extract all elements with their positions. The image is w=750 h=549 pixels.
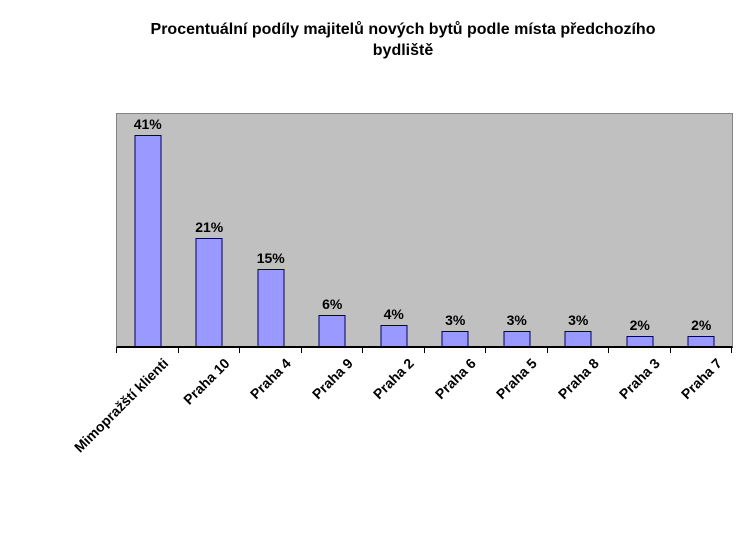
- category-slot: 15%: [240, 114, 302, 346]
- chart-title-line2: bydliště: [372, 42, 434, 59]
- axis-tick: [485, 348, 486, 353]
- x-axis-label: Mimopražští klienti: [70, 355, 172, 456]
- bar-value-label: 41%: [133, 115, 162, 132]
- x-axis-label: Praha 8: [554, 355, 602, 403]
- category-slot: 2%: [671, 114, 733, 346]
- bar: [257, 268, 285, 346]
- axis-tick: [731, 348, 732, 353]
- bar: [134, 134, 162, 346]
- x-axis-label: Praha 9: [308, 355, 356, 403]
- category-slot: 6%: [302, 114, 364, 346]
- x-axis-label: Praha 10: [179, 355, 233, 408]
- axis-tick: [239, 348, 240, 353]
- chart-title: Procentuální podíly majitelů nových bytů…: [0, 19, 750, 61]
- bar-value-label: 21%: [195, 218, 224, 235]
- bar-value-label: 3%: [506, 311, 527, 328]
- bar-value-label: 6%: [322, 296, 343, 313]
- bar: [318, 315, 346, 346]
- x-axis-label: Praha 7: [677, 355, 725, 403]
- category-slot: 2%: [609, 114, 671, 346]
- axis-tick: [547, 348, 548, 353]
- bar-value-label: 15%: [256, 249, 285, 266]
- bar: [503, 330, 531, 346]
- axis-tick: [608, 348, 609, 353]
- bar-value-label: 3%: [568, 311, 589, 328]
- x-axis-label: Praha 5: [492, 355, 541, 403]
- axis-tick: [116, 348, 117, 353]
- category-slot: 3%: [486, 114, 548, 346]
- bar: [441, 330, 469, 346]
- category-slot: 3%: [548, 114, 610, 346]
- x-axis-label: Praha 4: [246, 355, 295, 403]
- category-slot: 21%: [179, 114, 241, 346]
- bar-value-label: 2%: [691, 316, 712, 333]
- axis-tick: [670, 348, 671, 353]
- x-axis-label: Praha 3: [615, 355, 664, 403]
- bar: [195, 237, 223, 346]
- bar-value-label: 2%: [629, 316, 650, 333]
- category-slot: 4%: [363, 114, 425, 346]
- bar: [687, 335, 715, 346]
- axis-tick: [424, 348, 425, 353]
- category-slot: 3%: [425, 114, 487, 346]
- bar: [626, 335, 654, 346]
- axis-tick: [178, 348, 179, 353]
- bar: [564, 330, 592, 346]
- chart-title-line1: Procentuální podíly majitelů nových bytů…: [150, 21, 656, 38]
- axis-tick: [301, 348, 302, 353]
- plot-area: 41% 21% 15% 6% 4% 3% 3% 3% 2% 2%: [116, 113, 733, 348]
- x-axis-label: Praha 6: [431, 355, 479, 403]
- axis-tick: [362, 348, 363, 353]
- x-axis-label: Praha 2: [369, 355, 418, 403]
- bar-value-label: 4%: [383, 306, 404, 323]
- bar: [380, 325, 408, 346]
- bar-value-label: 3%: [445, 311, 466, 328]
- category-slot: 41%: [117, 114, 179, 346]
